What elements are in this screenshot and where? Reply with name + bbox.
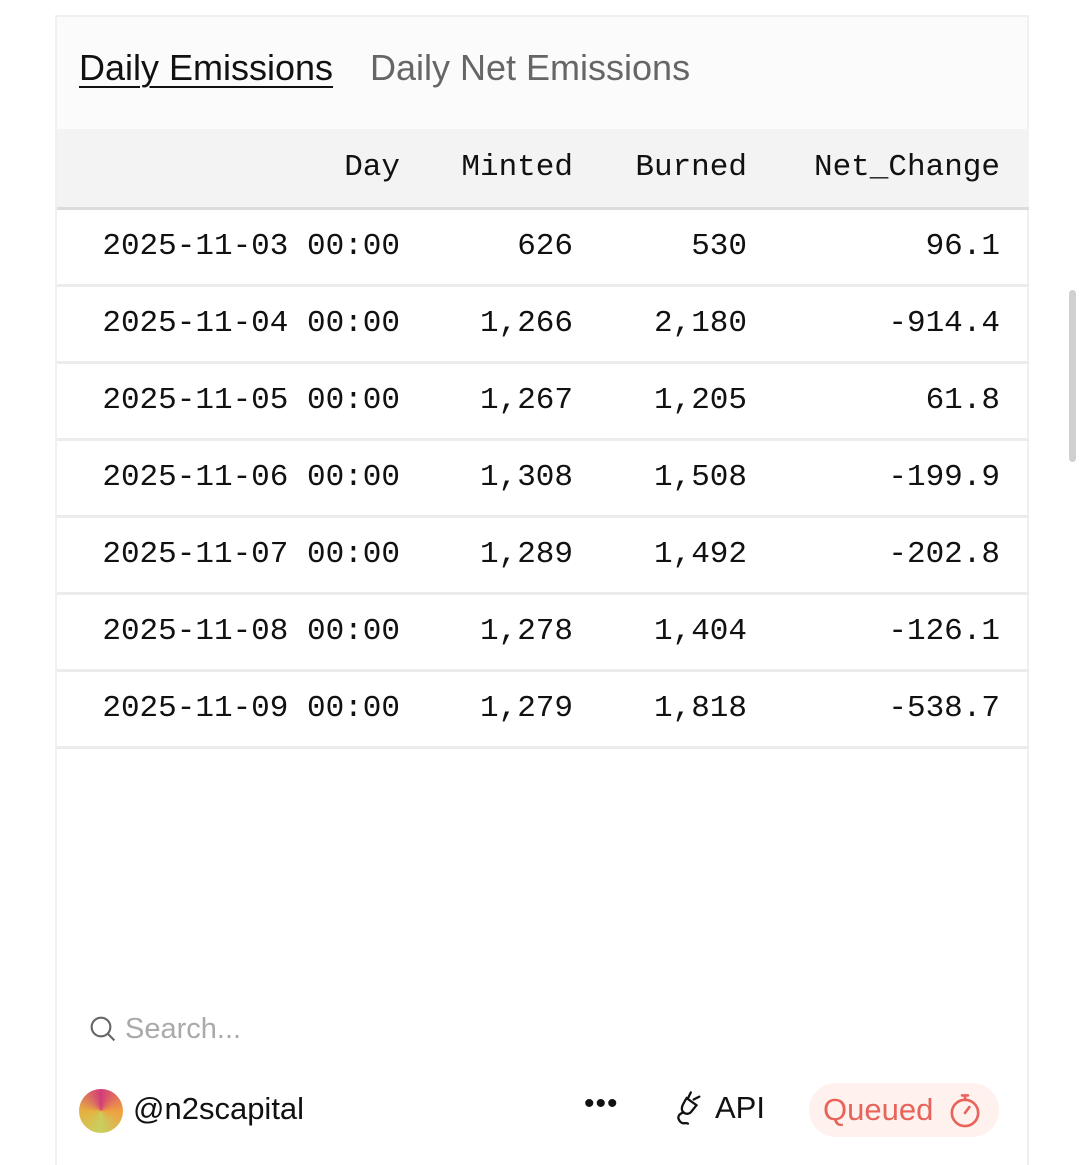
cell-minted: 1,267: [479, 383, 573, 418]
cell-net-change: -914.4: [888, 306, 1000, 341]
cell-net-change: -202.8: [888, 537, 1000, 572]
cell-day: 2025-11-03 00:00: [102, 229, 400, 264]
visualization-tabs: Daily Emissions Daily Net Emissions: [57, 17, 1027, 129]
table-row: 2025-11-08 00:00 1,278 1,404 -126.1: [57, 595, 1029, 672]
owner-username[interactable]: @n2scapital: [133, 1091, 305, 1126]
cell-net-change: -538.7: [888, 691, 1000, 726]
search-placeholder: Search...: [125, 1012, 242, 1045]
plug-icon: [677, 1091, 701, 1125]
cell-net-change: -199.9: [888, 460, 1000, 495]
column-header-minted[interactable]: Minted: [461, 150, 573, 185]
table-row: 2025-11-05 00:00 1,267 1,205 61.8: [57, 364, 1029, 441]
cell-minted: 1,266: [479, 306, 573, 341]
table-row: 2025-11-07 00:00 1,289 1,492 -202.8: [57, 518, 1029, 595]
status-badge: Queued: [809, 1083, 1000, 1137]
cell-day: 2025-11-05 00:00: [102, 383, 400, 418]
cell-burned: 1,818: [653, 691, 747, 726]
cell-minted: 626: [517, 229, 573, 264]
table-row: 2025-11-03 00:00 626 530 96.1: [57, 210, 1029, 287]
cell-burned: 1,492: [653, 537, 747, 572]
table-row: 2025-11-04 00:00 1,266 2,180 -914.4: [57, 287, 1029, 364]
query-results-card: Daily Emissions Daily Net Emissions Day …: [55, 15, 1029, 1165]
cell-day: 2025-11-08 00:00: [102, 614, 400, 649]
cell-day: 2025-11-04 00:00: [102, 306, 400, 341]
stopwatch-icon: [950, 1094, 980, 1128]
cell-minted: 1,308: [479, 460, 573, 495]
cell-minted: 1,278: [479, 614, 573, 649]
cell-burned: 530: [691, 229, 747, 264]
column-header-day[interactable]: Day: [344, 150, 400, 185]
more-options-button[interactable]: •••: [584, 1087, 619, 1120]
cell-day: 2025-11-06 00:00: [102, 460, 400, 495]
api-button[interactable]: API: [671, 1089, 765, 1127]
cell-net-change: -126.1: [888, 614, 1000, 649]
cell-burned: 1,508: [653, 460, 747, 495]
scrollbar[interactable]: [1069, 290, 1076, 462]
cell-burned: 1,404: [653, 614, 747, 649]
avatar[interactable]: [79, 1089, 123, 1133]
column-header-net-change[interactable]: Net_Change: [813, 150, 1000, 185]
status-label: Queued: [823, 1092, 934, 1127]
cell-day: 2025-11-09 00:00: [102, 691, 400, 726]
tab-daily-net-emissions[interactable]: Daily Net Emissions: [370, 47, 691, 88]
cell-net-change: 96.1: [925, 229, 1000, 264]
cell-minted: 1,279: [479, 691, 573, 726]
table-header: Day Minted Burned Net_Change: [57, 129, 1029, 210]
cell-burned: 2,180: [653, 306, 747, 341]
results-table: Day Minted Burned Net_Change 2025-11-03 …: [57, 129, 1029, 749]
cell-day: 2025-11-07 00:00: [102, 537, 400, 572]
cell-burned: 1,205: [653, 383, 747, 418]
footer: @n2scapital ••• API Queued: [79, 1083, 1009, 1137]
column-header-burned[interactable]: Burned: [635, 150, 747, 185]
table-row: 2025-11-09 00:00 1,279 1,818 -538.7: [57, 672, 1029, 749]
search-icon: [90, 1016, 116, 1042]
cell-minted: 1,289: [479, 537, 573, 572]
api-label: API: [715, 1090, 765, 1125]
search-input[interactable]: Search...: [87, 1007, 241, 1051]
cell-net-change: 61.8: [925, 383, 1000, 418]
table-row: 2025-11-06 00:00 1,308 1,508 -199.9: [57, 441, 1029, 518]
tab-daily-emissions[interactable]: Daily Emissions: [79, 47, 334, 88]
